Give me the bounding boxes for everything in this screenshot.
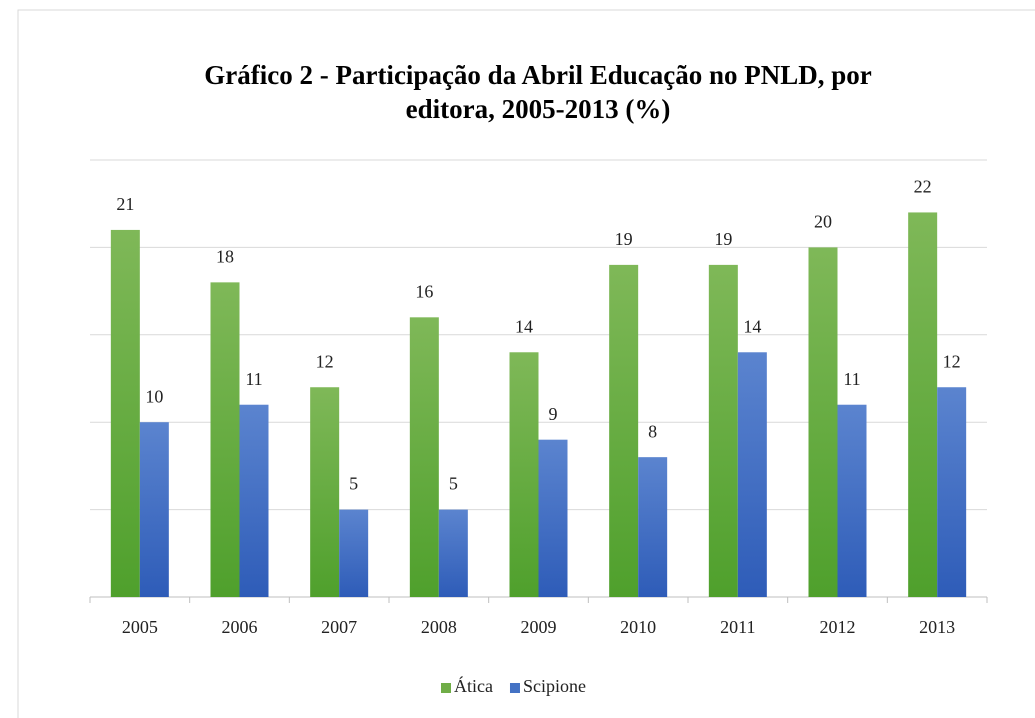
- data-label: 18: [216, 246, 234, 266]
- data-label: 11: [843, 369, 860, 389]
- bar: [210, 282, 240, 597]
- data-label: 12: [316, 351, 334, 371]
- x-tick-label: 2005: [122, 617, 158, 637]
- chart-title: Gráfico 2 - Participação da Abril Educaç…: [204, 60, 872, 124]
- x-tick-label: 2013: [919, 617, 955, 637]
- data-label: 5: [349, 474, 358, 494]
- data-label: 9: [549, 404, 558, 424]
- bar: [509, 352, 539, 597]
- x-tick-label: 2011: [720, 617, 755, 637]
- bar: [937, 387, 967, 597]
- legend-swatch: [509, 683, 520, 693]
- legend-label: Ática: [454, 675, 493, 696]
- legend-label: Scipione: [523, 676, 586, 696]
- bar: [808, 247, 838, 597]
- bar: [339, 509, 369, 597]
- bar: [609, 264, 639, 597]
- x-tick-label: 2010: [620, 617, 656, 637]
- bar: [737, 352, 767, 597]
- legend-swatch: [441, 683, 451, 693]
- data-label: 14: [743, 316, 761, 336]
- x-tick-label: 2007: [321, 617, 357, 637]
- x-tick-label: 2006: [222, 617, 258, 637]
- x-tick-label: 2012: [820, 617, 856, 637]
- data-label: 22: [914, 177, 932, 197]
- x-tick-label: 2008: [421, 617, 457, 637]
- bar: [908, 212, 938, 597]
- bar: [310, 387, 340, 597]
- bar: [638, 457, 668, 597]
- bar: [239, 404, 269, 597]
- bar: [538, 439, 568, 597]
- data-label: 19: [615, 229, 633, 249]
- bar: [438, 509, 468, 597]
- x-tick-label: 2009: [521, 617, 557, 637]
- bar: [110, 229, 140, 598]
- data-label: 14: [515, 316, 533, 336]
- data-label: 11: [245, 369, 262, 389]
- data-label: 16: [415, 281, 433, 301]
- data-label: 20: [814, 212, 832, 232]
- data-label: 10: [145, 386, 163, 406]
- bar: [139, 422, 169, 597]
- data-label: 19: [714, 229, 732, 249]
- data-label: 21: [116, 194, 134, 214]
- bar: [708, 264, 738, 597]
- bar: [837, 404, 867, 597]
- chart-frame: [17, 9, 1035, 718]
- bar: [409, 317, 439, 597]
- data-label: 12: [943, 351, 961, 371]
- data-label: 5: [449, 474, 458, 494]
- data-label: 8: [648, 421, 657, 441]
